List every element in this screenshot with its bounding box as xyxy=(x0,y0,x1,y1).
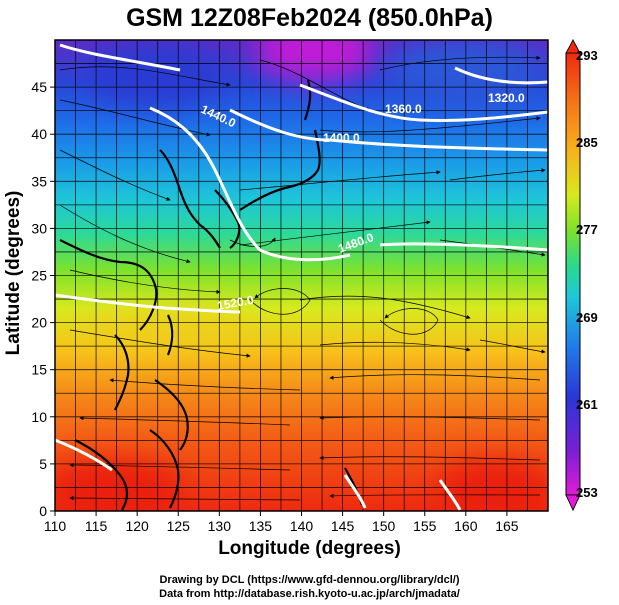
y-tick-label: 45 xyxy=(31,79,47,95)
y-tick-label: 40 xyxy=(31,126,47,142)
contour-label-1520: 1520.0 xyxy=(216,293,255,313)
wind-streamlines xyxy=(59,55,546,501)
y-axis-label: Latitude (degrees) xyxy=(3,190,24,356)
y-tick-label: 15 xyxy=(31,362,47,378)
y-tick-label: 5 xyxy=(39,456,47,472)
x-tick-label: 160 xyxy=(454,518,478,534)
colorbar-tick-293: 293 xyxy=(576,48,598,63)
contour-label-1360: 1360.0 xyxy=(385,102,422,116)
x-tick-label: 135 xyxy=(249,518,273,534)
colorbar-tick-269: 269 xyxy=(576,310,598,325)
coastlines xyxy=(59,79,364,511)
x-tick-label: 110 xyxy=(44,518,67,534)
contour-label-1400: 1400.0 xyxy=(323,131,360,145)
height-contours xyxy=(54,43,549,511)
x-tick-label: 125 xyxy=(167,518,191,534)
x-tick-label: 150 xyxy=(372,518,396,534)
map-title: GSM 12Z08Feb2024 (850.0hPa) xyxy=(126,4,493,32)
x-tick-label: 145 xyxy=(331,518,355,534)
x-tick-label: 115 xyxy=(85,518,108,534)
x-tick-label: 120 xyxy=(125,518,149,534)
x-tick-label: 130 xyxy=(208,518,232,534)
colorbar xyxy=(565,38,581,511)
credit-data: Data from http://database.rish.kyoto-u.a… xyxy=(159,588,460,600)
contour-label-1320: 1320.0 xyxy=(488,91,525,105)
y-axis-ticks: 0 5 10 15 20 25 30 35 40 45 xyxy=(31,79,55,519)
credit-drawing: Drawing by DCL (https://www.gfd-dennou.o… xyxy=(159,574,460,586)
x-tick-label: 155 xyxy=(413,518,437,534)
y-tick-label: 35 xyxy=(31,173,47,189)
y-tick-label: 30 xyxy=(31,220,47,236)
colorbar-tick-277: 277 xyxy=(576,222,598,237)
x-axis-ticks: 110 115 120 125 130 135 140 145 150 155 160 165 xyxy=(44,511,519,534)
colorbar-tick-285: 285 xyxy=(576,135,598,150)
x-tick-label: 140 xyxy=(290,518,314,534)
y-tick-label: 25 xyxy=(31,268,47,284)
lat-lon-grid xyxy=(55,40,548,511)
x-tick-label: 165 xyxy=(495,518,519,534)
y-tick-label: 20 xyxy=(31,315,47,331)
y-tick-label: 0 xyxy=(39,503,47,519)
colorbar-tick-261: 261 xyxy=(576,397,598,412)
contour-label-1440: 1440.0 xyxy=(199,102,238,130)
colorbar-tick-253: 253 xyxy=(576,485,598,500)
y-tick-label: 10 xyxy=(31,409,47,425)
x-axis-label: Longitude (degrees) xyxy=(218,538,401,559)
